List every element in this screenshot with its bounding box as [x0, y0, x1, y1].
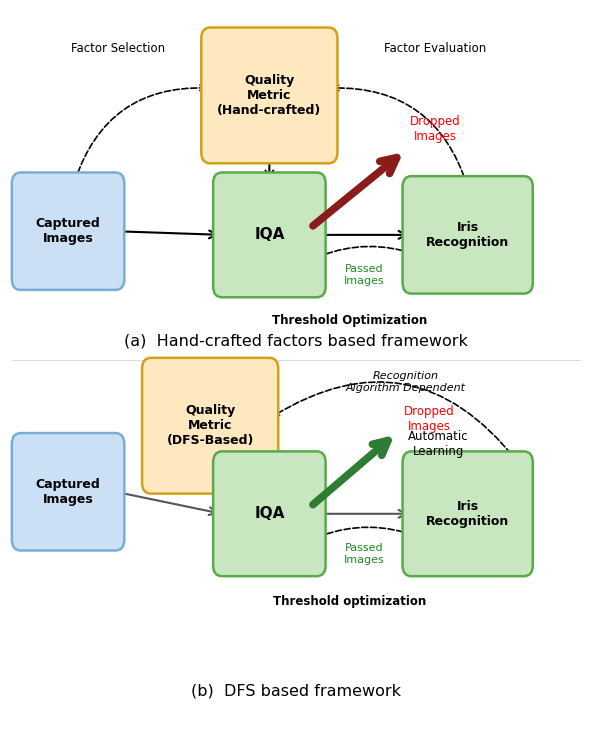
Text: Quality
Metric
(DFS-Based): Quality Metric (DFS-Based): [166, 404, 254, 447]
Text: Quality
Metric
(Hand-crafted): Quality Metric (Hand-crafted): [217, 74, 321, 117]
FancyBboxPatch shape: [403, 451, 533, 576]
Text: Iris
Recognition: Iris Recognition: [426, 221, 509, 249]
FancyBboxPatch shape: [142, 358, 278, 494]
FancyBboxPatch shape: [12, 172, 124, 290]
Text: Recognition
Algorithm Dependent: Recognition Algorithm Dependent: [346, 371, 465, 393]
Text: IQA: IQA: [254, 228, 285, 242]
FancyBboxPatch shape: [403, 176, 533, 294]
Text: Iris
Recognition: Iris Recognition: [426, 500, 509, 528]
Text: Factor Selection: Factor Selection: [72, 42, 165, 55]
FancyBboxPatch shape: [213, 172, 326, 297]
Text: Dropped
Images: Dropped Images: [410, 115, 461, 143]
Text: Captured
Images: Captured Images: [36, 478, 101, 506]
Text: (a)  Hand-crafted factors based framework: (a) Hand-crafted factors based framework: [124, 334, 468, 349]
Text: Factor Evaluation: Factor Evaluation: [384, 42, 486, 55]
Text: IQA: IQA: [254, 506, 285, 521]
Text: Dropped
Images: Dropped Images: [404, 405, 455, 433]
Text: Captured
Images: Captured Images: [36, 217, 101, 245]
Text: Threshold Optimization: Threshold Optimization: [272, 314, 427, 327]
Text: Automatic
Learning: Automatic Learning: [408, 430, 468, 458]
FancyBboxPatch shape: [12, 433, 124, 550]
Text: (b)  DFS based framework: (b) DFS based framework: [191, 684, 401, 699]
FancyBboxPatch shape: [213, 451, 326, 576]
Text: Passed
Images: Passed Images: [344, 264, 384, 286]
Text: Threshold optimization: Threshold optimization: [273, 595, 426, 608]
Text: Passed
Images: Passed Images: [344, 543, 384, 564]
FancyBboxPatch shape: [201, 28, 337, 164]
